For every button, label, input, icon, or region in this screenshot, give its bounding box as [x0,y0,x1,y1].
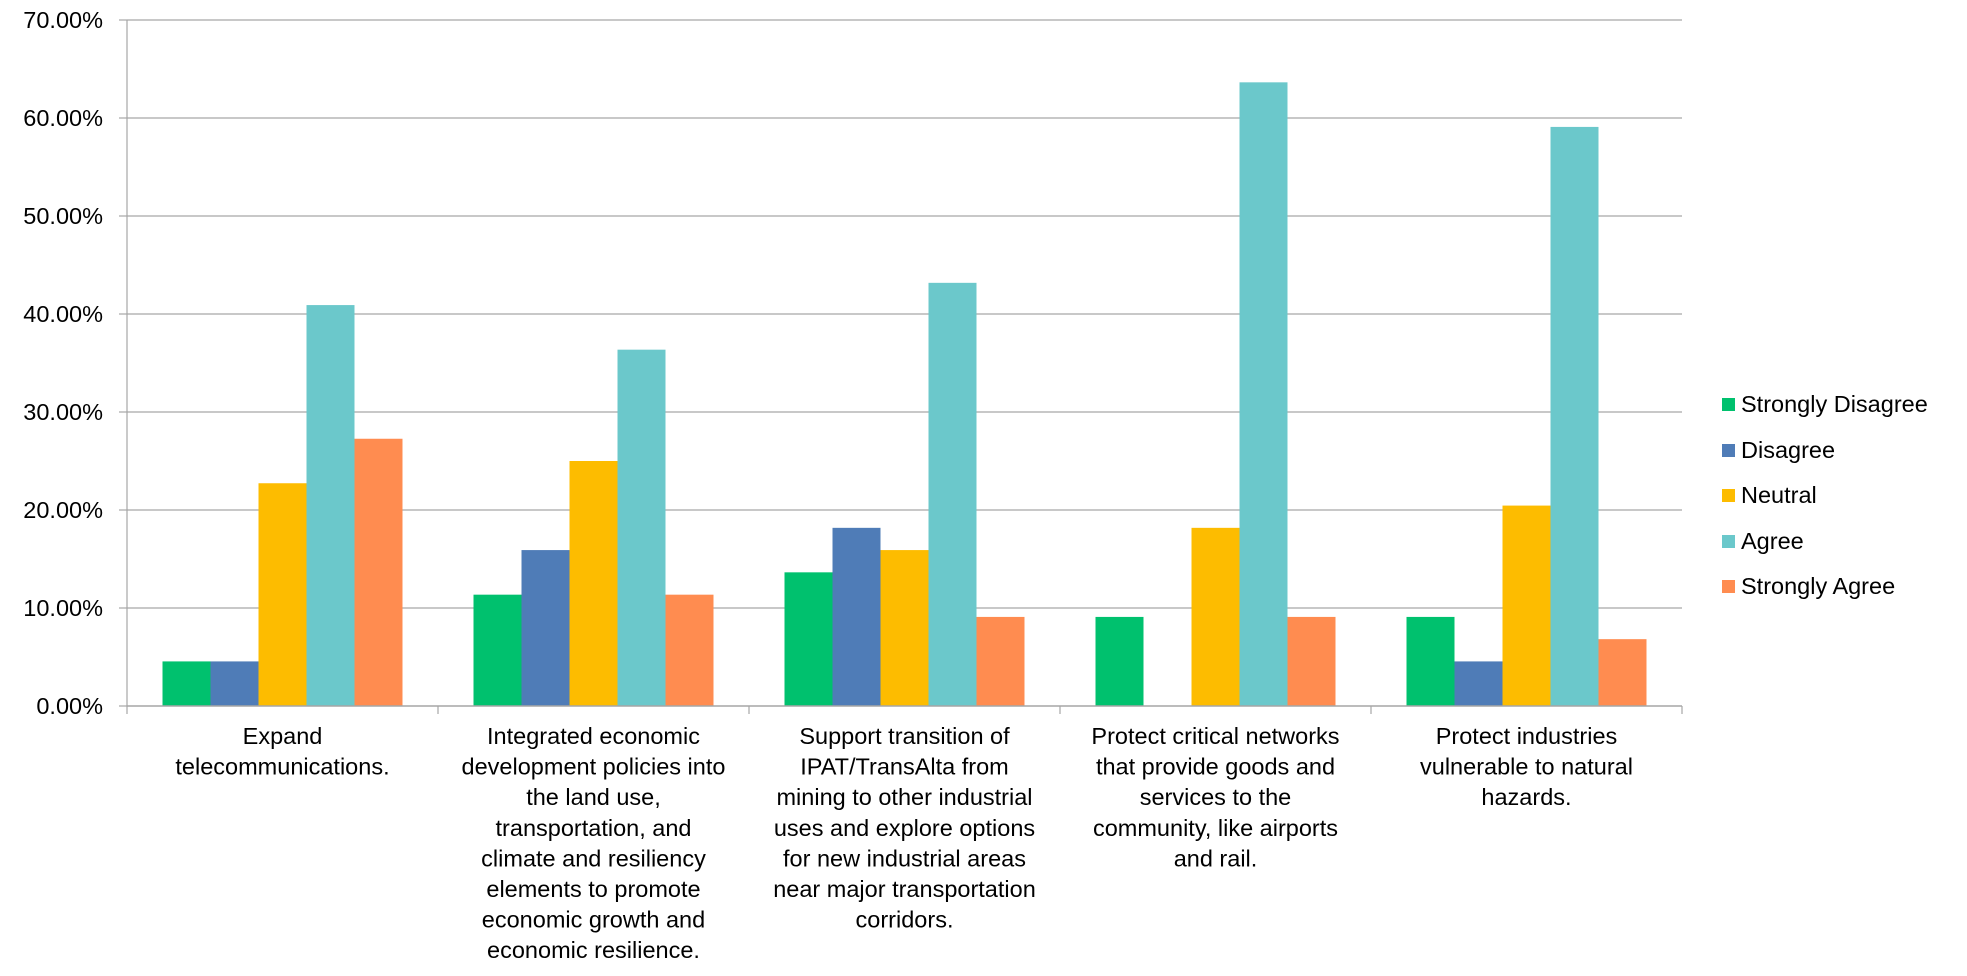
bar-strongly-disagree [162,661,211,706]
bar-neutral [1502,505,1551,706]
y-tick-label: 0.00% [36,693,103,719]
legend-item: Disagree [1722,428,1962,474]
legend-swatch [1722,443,1735,457]
legend-item: Neutral [1722,473,1962,519]
bar-agree [1550,126,1599,707]
legend-label: Strongly Disagree [1741,391,1928,418]
y-tick-label: 70.00% [23,7,103,33]
bar-agree [617,349,666,706]
bar-strongly-disagree [784,572,833,706]
bar-agree [306,305,355,706]
y-tick-label: 60.00% [23,105,103,131]
bar-neutral [569,461,618,706]
x-tick-label: Protect industries vulnerable to natural h… [1420,723,1633,810]
bar-neutral [1191,527,1240,706]
legend-item: Strongly Agree [1722,564,1962,610]
bar-strongly-agree [976,616,1025,706]
bar-strongly-agree [354,438,403,706]
y-tick-label: 30.00% [23,399,103,425]
bar-strongly-disagree [1095,616,1144,706]
bars [162,82,1647,707]
legend-label: Disagree [1741,436,1836,463]
legend: Strongly Disagree Disagree Neutral Agree Str… [1722,382,1962,610]
legend-swatch [1722,489,1735,503]
bar-strongly-agree [1287,616,1336,706]
bar-neutral [258,483,307,706]
x-tick-label: Integrated economic development policies … [462,723,726,963]
bar-strongly-agree [1598,639,1647,706]
legend-swatch [1722,398,1735,412]
y-tick-label: 10.00% [23,595,103,621]
bar-disagree [1454,661,1503,706]
bar-strongly-disagree [473,594,522,706]
legend-item: Strongly Disagree [1722,382,1962,428]
x-tick-label: Support transition of IPAT/TransAlta from… [773,723,1036,933]
x-tick-label: Expand telecommunications. [175,723,389,780]
y-tick-label: 40.00% [23,301,103,327]
x-axis-tick-labels: Expand telecommunications. Integrated econ… [175,723,1633,963]
legend-label: Neutral [1741,482,1817,509]
legend-label: Agree [1741,527,1804,554]
x-tick-label: Protect critical networks that provide go… [1091,723,1339,871]
bar-disagree [832,527,881,706]
axes [126,20,1683,714]
y-tick-label: 50.00% [23,203,103,229]
y-axis-tick-labels: 0.00% 10.00% 20.00% 30.00% 40.00% 50.00% 60.00… [23,7,103,719]
bar-neutral [880,550,929,706]
bar-disagree [521,550,570,706]
legend-item: Agree [1722,519,1962,565]
bar-strongly-agree [665,594,714,706]
bar-agree [1239,82,1288,706]
y-tick-label: 20.00% [23,497,103,523]
bar-disagree [210,661,259,706]
bar-agree [928,282,977,706]
legend-swatch [1722,580,1735,594]
legend-swatch [1722,534,1735,548]
legend-label: Strongly Agree [1741,573,1896,600]
bar-strongly-disagree [1406,616,1455,706]
